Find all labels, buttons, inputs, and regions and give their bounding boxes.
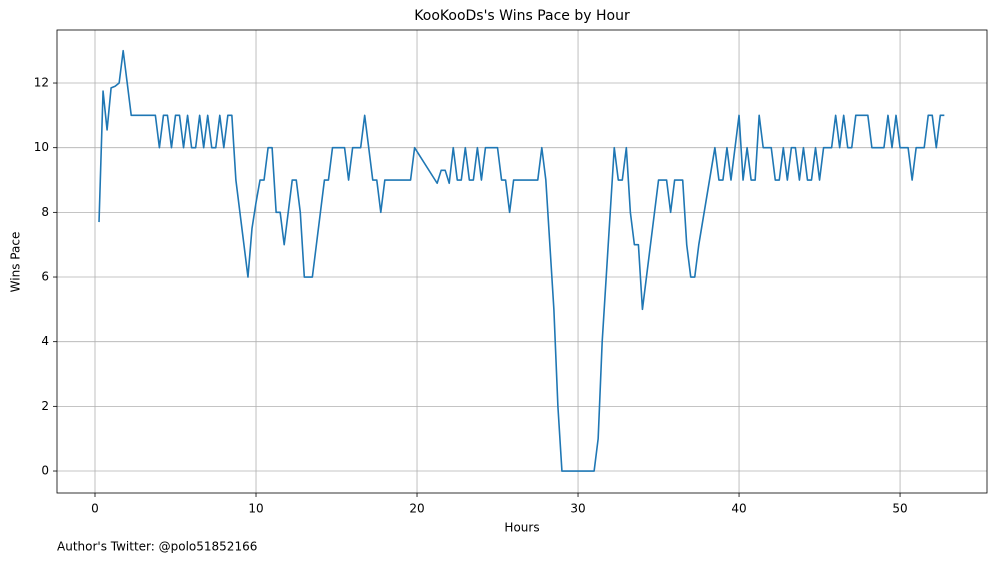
x-tick-label: 30 (570, 502, 585, 516)
x-tick-label: 20 (409, 502, 424, 516)
plot-frame (56, 29, 988, 494)
y-tick-label: 6 (41, 270, 49, 284)
x-tick-label: 40 (731, 502, 746, 516)
x-axis-label: Hours (504, 521, 539, 535)
y-tick-label: 8 (41, 205, 49, 219)
y-axis-label: Wins Pace (9, 232, 23, 293)
y-tick-label: 10 (34, 140, 49, 154)
line (98, 49, 945, 472)
x-tick-label: 50 (892, 502, 907, 516)
annotation: Author's Twitter: @polo51852166 (57, 540, 257, 554)
x-tick-label: 10 (248, 502, 263, 516)
y-tick-label: 0 (41, 464, 49, 478)
y-tick-label: 12 (34, 76, 49, 90)
chart-title: KooKooDs's Wins Pace by Hour (414, 8, 630, 24)
x-tick-label: 0 (91, 502, 99, 516)
y-tick-label: 2 (41, 399, 49, 413)
y-tick-label: 4 (41, 334, 49, 348)
